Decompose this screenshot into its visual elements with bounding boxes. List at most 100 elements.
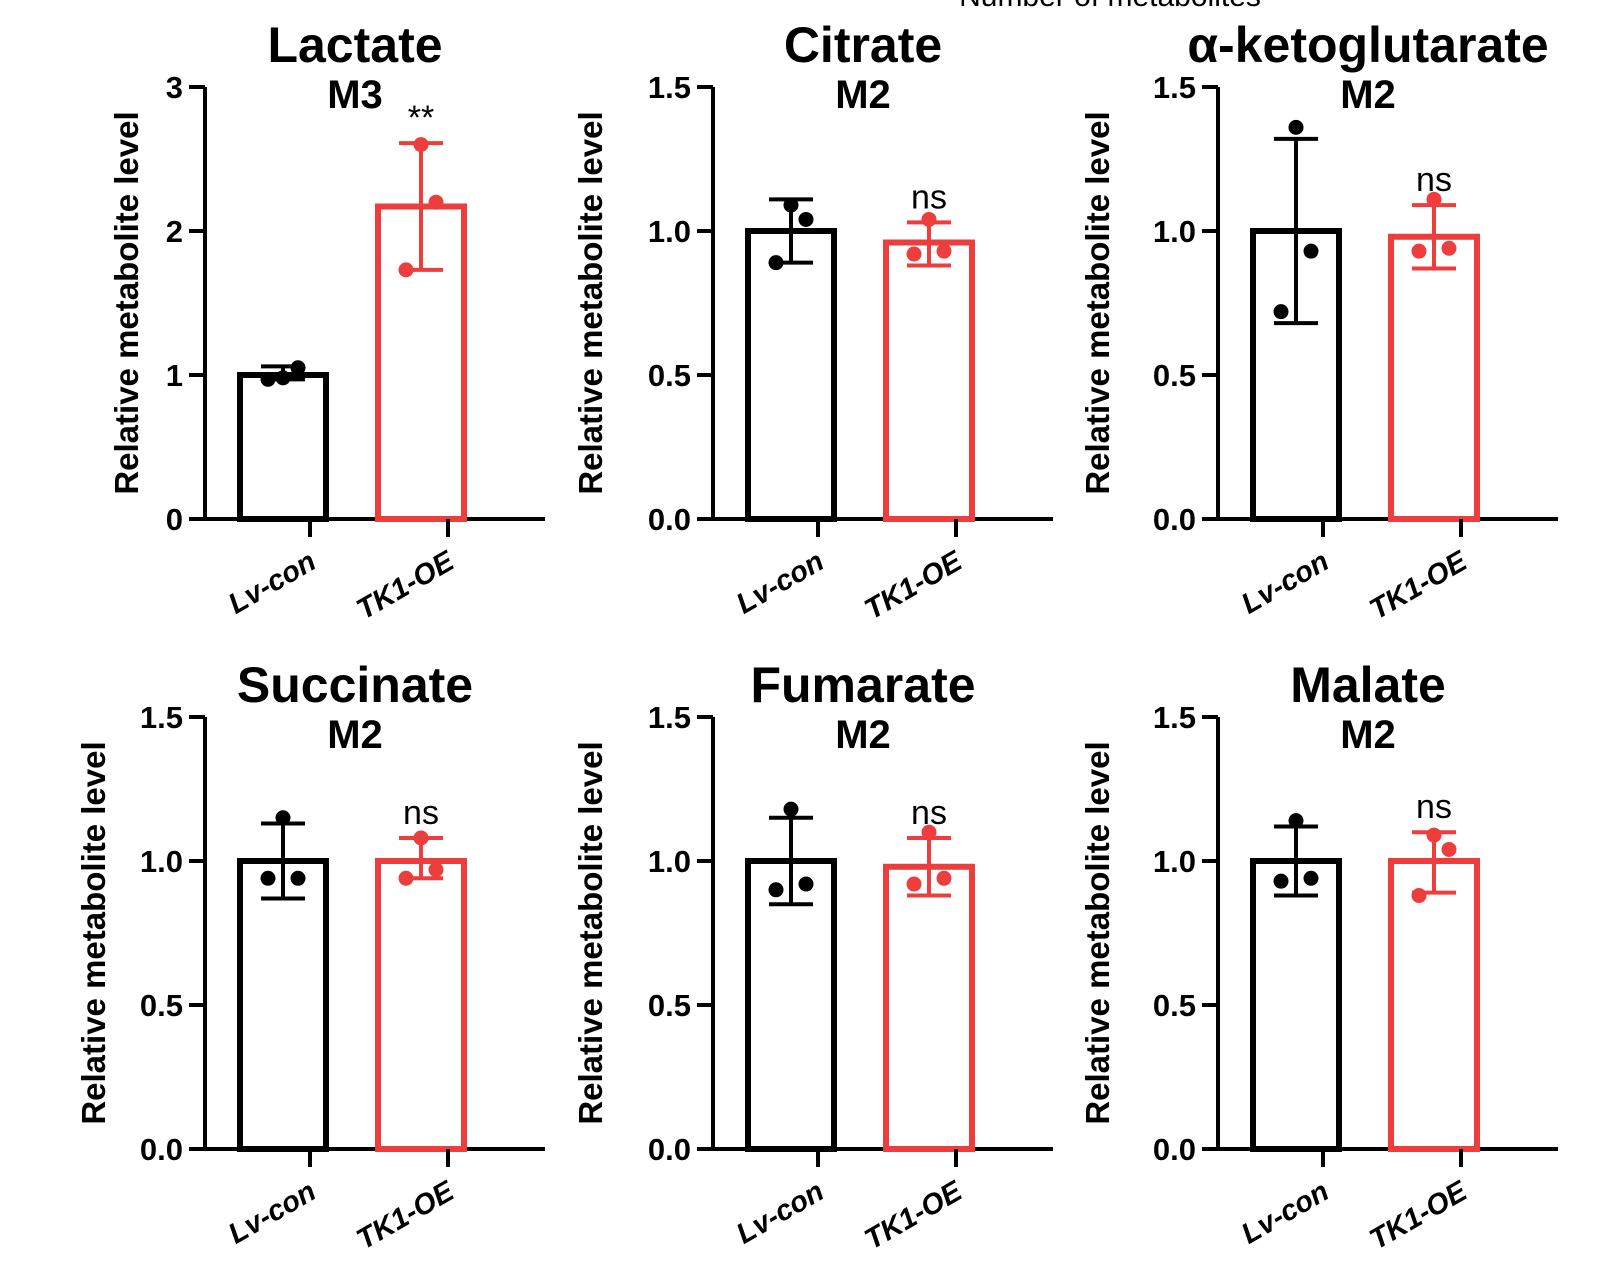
chart-6-ytick-label-1: 0.5 xyxy=(1153,988,1196,1023)
chart-1-ytick-label-2: 2 xyxy=(166,214,183,249)
chart-4-significance: ns xyxy=(403,794,439,832)
chart-3-ytick-label-2: 1.0 xyxy=(1153,214,1196,249)
chart-5-category-label-1: Lv-con xyxy=(731,1175,829,1250)
chart-4-bar-2 xyxy=(375,858,467,1152)
chart-2-title: Citrate xyxy=(784,17,942,73)
chart-4-point-2-3 xyxy=(413,830,429,846)
chart-5-ytick-label-2: 1.0 xyxy=(648,844,691,879)
chart-6-point-1-1 xyxy=(1273,873,1289,889)
chart-4-subtitle: M2 xyxy=(327,713,383,757)
chart-5-point-2-3 xyxy=(921,824,937,840)
chart-3-ytick-label-0: 0.0 xyxy=(1153,502,1196,537)
chart-4-ytick-label-3: 1.5 xyxy=(140,700,183,735)
chart-5-subtitle: M2 xyxy=(835,713,891,757)
chart-3-title: α-ketoglutarate xyxy=(1187,17,1548,73)
chart-3-point-1-2 xyxy=(1303,243,1319,259)
chart-2-ytick-label-1: 0.5 xyxy=(648,358,691,393)
chart-6-point-2-2 xyxy=(1441,841,1457,857)
chart-4-bar-1 xyxy=(237,858,329,1152)
chart-1-category-label-1: Lv-con xyxy=(223,545,321,620)
chart-2-point-1-3 xyxy=(783,197,799,213)
chart-6-subtitle: M2 xyxy=(1340,713,1396,757)
chart-5-ytick-label-0: 0.0 xyxy=(648,1132,691,1167)
chart-1-point-2-1 xyxy=(398,262,414,278)
chart-3-point-2-3 xyxy=(1426,191,1442,207)
chart-1-significance: ** xyxy=(408,99,434,137)
chart-2-point-2-1 xyxy=(906,246,922,262)
chart-5-bar-2 xyxy=(883,863,975,1152)
chart-5-ytick-label-3: 1.5 xyxy=(648,700,691,735)
chart-5-title: Fumarate xyxy=(750,657,975,713)
chart-2-significance: ns xyxy=(911,178,947,216)
chart-4-ylabel: Relative metabolite level xyxy=(75,741,112,1124)
chart-2-point-1-1 xyxy=(768,255,784,271)
chart-2-ylabel: Relative metabolite level xyxy=(572,111,609,494)
chart-3-point-1-1 xyxy=(1273,304,1289,320)
chart-4-category-label-1: Lv-con xyxy=(223,1175,321,1250)
chart-3-significance: ns xyxy=(1416,161,1452,199)
chart-2-point-1-2 xyxy=(798,211,814,227)
chart-1-subtitle: M3 xyxy=(327,73,383,117)
chart-3-ylabel: Relative metabolite level xyxy=(1079,111,1116,494)
chart-4-point-1-1 xyxy=(260,870,276,886)
chart-6-point-2-1 xyxy=(1411,888,1427,904)
chart-1-bar-1 xyxy=(237,372,329,522)
chart-4-point-1-2 xyxy=(290,870,306,886)
chart-5-significance: ns xyxy=(911,794,947,832)
chart-2-ytick-label-3: 1.5 xyxy=(648,70,691,105)
chart-5-category-label-2: TK1-OE xyxy=(859,1175,969,1257)
chart-2-bar-2 xyxy=(883,239,975,523)
chart-1-ytick-label-1: 1 xyxy=(166,358,183,393)
chart-6-ytick-label-3: 1.5 xyxy=(1153,700,1196,735)
chart-6-significance: ns xyxy=(1416,788,1452,826)
chart-1-ytick-label-0: 0 xyxy=(166,502,183,537)
chart-2-bar-1 xyxy=(745,228,837,522)
chart-2-category-label-2: TK1-OE xyxy=(859,545,969,627)
chart-6-category-label-2: TK1-OE xyxy=(1364,1175,1474,1257)
chart-1-ylabel: Relative metabolite level xyxy=(108,111,145,494)
chart-5-ylabel: Relative metabolite level xyxy=(572,741,609,1124)
chart-1-ytick-label-3: 3 xyxy=(166,70,183,105)
chart-2-point-2-3 xyxy=(921,211,937,227)
chart-6-point-1-2 xyxy=(1303,870,1319,886)
chart-5-point-1-2 xyxy=(798,876,814,892)
chart-2-category-label-1: Lv-con xyxy=(731,545,829,620)
chart-1-point-2-2 xyxy=(428,194,444,210)
chart-6-bar-2 xyxy=(1388,858,1480,1152)
chart-2-subtitle: M2 xyxy=(835,73,891,117)
chart-3-subtitle: M2 xyxy=(1340,73,1396,117)
chart-5-ytick-label-1: 0.5 xyxy=(648,988,691,1023)
chart-2-ytick-label-0: 0.0 xyxy=(648,502,691,537)
chart-6-ytick-label-0: 0.0 xyxy=(1153,1132,1196,1167)
chart-1-title: Lactate xyxy=(267,17,442,73)
chart-4-ytick-label-0: 0.0 xyxy=(140,1132,183,1167)
chart-4-point-2-1 xyxy=(398,870,414,886)
chart-4-point-1-3 xyxy=(275,810,291,826)
chart-3-bar-2 xyxy=(1388,233,1480,522)
chart-5-point-1-1 xyxy=(768,882,784,898)
chart-6-title: Malate xyxy=(1290,657,1446,713)
chart-3-point-2-2 xyxy=(1441,240,1457,256)
chart-4-title: Succinate xyxy=(237,657,473,713)
chart-5-point-2-2 xyxy=(936,870,952,886)
chart-3-category-label-1: Lv-con xyxy=(1236,545,1334,620)
chart-6-category-label-1: Lv-con xyxy=(1236,1175,1334,1250)
header-fragment: Number of metabolites xyxy=(959,0,1261,13)
chart-3-category-label-2: TK1-OE xyxy=(1364,545,1474,627)
chart-2-point-2-2 xyxy=(936,243,952,259)
chart-4-ytick-label-1: 0.5 xyxy=(140,988,183,1023)
chart-1-category-label-2: TK1-OE xyxy=(351,545,461,627)
chart-3-ytick-label-1: 0.5 xyxy=(1153,358,1196,393)
chart-6-ylabel: Relative metabolite level xyxy=(1079,741,1116,1124)
chart-1-point-2-3 xyxy=(413,137,429,153)
chart-6-point-1-3 xyxy=(1288,813,1304,829)
chart-4-point-2-2 xyxy=(428,862,444,878)
chart-3-point-2-1 xyxy=(1411,243,1427,259)
chart-3-point-1-3 xyxy=(1288,119,1304,135)
chart-4-category-label-2: TK1-OE xyxy=(351,1175,461,1257)
chart-1-point-1-2 xyxy=(290,360,306,376)
chart-1-point-1-1 xyxy=(260,371,276,387)
chart-4-ytick-label-2: 1.0 xyxy=(140,844,183,879)
chart-5-point-1-3 xyxy=(783,801,799,817)
